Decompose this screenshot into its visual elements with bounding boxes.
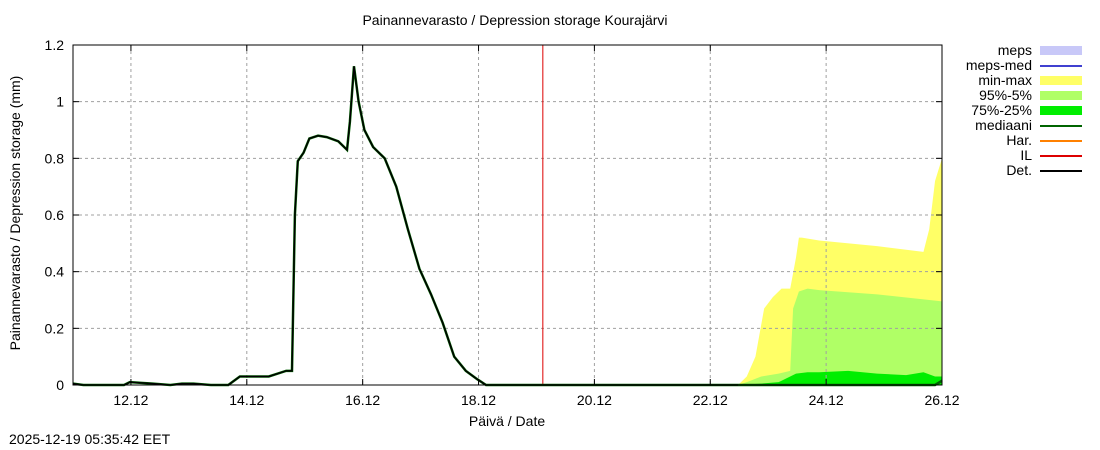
x-tick-label: 16.12 <box>345 392 380 408</box>
x-axis-label: Päivä / Date <box>468 413 546 429</box>
x-tick-label: 22.12 <box>693 392 728 408</box>
legend-item: min-max <box>940 73 1090 88</box>
det-line <box>72 66 943 386</box>
legend-swatch-icon <box>1040 170 1082 172</box>
x-tick-label: 26.12 <box>924 392 959 408</box>
legend-label: IL <box>1020 147 1032 163</box>
legend-swatch-icon <box>1040 125 1082 127</box>
x-tick-label: 18.12 <box>461 392 496 408</box>
y-tick-label: 0.8 <box>45 150 65 166</box>
grid-lines <box>73 45 942 385</box>
legend-item: meps-med <box>940 58 1090 73</box>
y-tick-label: 1 <box>56 94 64 110</box>
band-95-5- <box>738 288 942 385</box>
legend-label: meps <box>997 42 1032 58</box>
legend-label: Det. <box>1006 162 1032 178</box>
forecast-bands <box>738 158 942 385</box>
x-tick-label: 24.12 <box>809 392 844 408</box>
legend-label: Har. <box>1006 132 1032 148</box>
legend-item: Det. <box>940 163 1090 178</box>
y-tick-label: 1.2 <box>45 37 65 53</box>
legend-label: 95%-5% <box>979 87 1032 103</box>
y-tick-label: 0.2 <box>45 320 65 336</box>
timestamp: 2025-12-19 05:35:42 EET <box>9 431 171 447</box>
legend-swatch-icon <box>1040 46 1082 55</box>
legend-swatch-icon <box>1040 76 1082 85</box>
legend-swatch-icon <box>1040 65 1082 67</box>
chart-title: Painannevarasto / Depression storage Kou… <box>362 12 668 28</box>
axes: 0 0.2 0.4 0.6 0.8 1 1.2 12.12 14.12 16.12 18.12 20.… <box>45 37 960 408</box>
x-tick-label: 12.12 <box>113 392 148 408</box>
legend-swatch-icon <box>1040 140 1082 142</box>
x-tick-label: 20.12 <box>577 392 612 408</box>
x-tick-label: 14.12 <box>229 392 264 408</box>
plot-frame <box>72 44 943 386</box>
legend-swatch-icon <box>1040 91 1082 100</box>
legend-label: 75%-25% <box>971 102 1032 118</box>
y-tick-label: 0.4 <box>45 264 65 280</box>
y-tick-label: 0 <box>56 377 64 393</box>
legend-item: Har. <box>940 133 1090 148</box>
legend-label: min-max <box>978 72 1032 88</box>
legend-item: IL <box>940 148 1090 163</box>
legend-swatch-icon <box>1040 155 1082 157</box>
legend-item: mediaani <box>940 118 1090 133</box>
legend-item: 95%-5% <box>940 88 1090 103</box>
legend-item: meps <box>940 43 1090 58</box>
y-tick-label: 0.6 <box>45 207 65 223</box>
legend-label: meps-med <box>965 57 1032 73</box>
band-75-25- <box>738 370 942 385</box>
legend-item: 75%-25% <box>940 103 1090 118</box>
legend: meps meps-med min-max 95%-5% 75%-25% mediaani… <box>940 43 1090 178</box>
legend-label: mediaani <box>975 117 1032 133</box>
legend-swatch-icon <box>1040 106 1082 115</box>
